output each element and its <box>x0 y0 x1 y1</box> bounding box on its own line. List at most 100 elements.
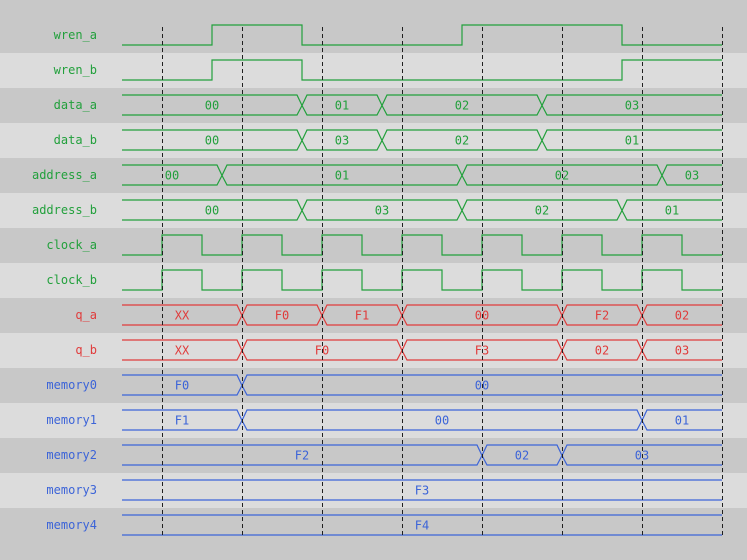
memory4-value: F4 <box>415 519 429 533</box>
data_b-segment-top <box>301 129 383 141</box>
row-background <box>0 193 747 228</box>
address_a-segment-top <box>461 164 663 176</box>
q_a-segment-bottom <box>321 315 403 326</box>
q_b-segment-top <box>561 339 643 351</box>
signal-label: data_b <box>53 133 97 147</box>
row-background <box>0 333 747 368</box>
memory2-value: 02 <box>515 449 529 463</box>
clock_a-wave <box>122 234 722 256</box>
q_b-segment-top <box>641 339 722 351</box>
wren_b-wave <box>122 59 722 81</box>
q_b-segment-top <box>401 339 563 351</box>
signal-label: memory1 <box>46 413 97 427</box>
signal-label: q_b <box>75 343 97 357</box>
address_a-segment-top <box>122 164 223 176</box>
signal-label: q_a <box>75 308 97 322</box>
q_a-value: F2 <box>595 309 609 323</box>
address_b-value: 00 <box>205 204 219 218</box>
data_a-segment-top <box>541 94 722 106</box>
address_a-segment-top <box>661 164 722 176</box>
memory2-segment-top <box>561 444 722 456</box>
memory1-segment-bottom <box>122 420 243 431</box>
address_a-segment-top <box>221 164 463 176</box>
memory1-segment-bottom <box>241 420 643 431</box>
signal-label: data_a <box>53 98 97 112</box>
address_a-segment-bottom <box>661 175 722 186</box>
data_b-segment-top <box>541 129 722 141</box>
q_a-value: 02 <box>675 309 689 323</box>
q_a-segment-bottom <box>241 315 323 326</box>
memory1-value: F1 <box>175 414 189 428</box>
data_b-segment-bottom <box>381 140 543 151</box>
memory0-segment-bottom <box>122 385 243 396</box>
data_a-segment-top <box>122 94 303 106</box>
q_a-value: F1 <box>355 309 369 323</box>
data_b-segment-bottom <box>301 140 383 151</box>
address_a-segment-bottom <box>221 175 463 186</box>
memory1-segment-top <box>241 409 643 421</box>
memory1-segment-bottom <box>641 420 722 431</box>
memory1-segment-top <box>122 409 243 421</box>
row-background <box>0 53 747 88</box>
q_a-segment-top <box>321 304 403 316</box>
row-background <box>0 403 747 438</box>
q_b-value: 02 <box>595 344 609 358</box>
data_b-value: 03 <box>335 134 349 148</box>
data_a-segment-top <box>381 94 543 106</box>
signal-label: address_a <box>31 168 97 182</box>
row-background <box>0 18 747 53</box>
wren_a-wave <box>122 24 722 46</box>
address_b-segment-bottom <box>621 210 722 221</box>
data_a-segment-bottom <box>381 105 543 116</box>
row-background <box>0 438 747 473</box>
memory0-segment-top <box>241 374 722 386</box>
signal-label: memory3 <box>46 483 97 497</box>
address_b-segment-bottom <box>301 210 463 221</box>
row-background <box>0 298 747 333</box>
q_a-segment-bottom <box>641 315 722 326</box>
q_b-segment-top <box>241 339 403 351</box>
memory0-segment-top <box>122 374 243 386</box>
signal-label: wren_a <box>53 28 97 42</box>
data_b-value: 01 <box>625 134 639 148</box>
q_a-value: F0 <box>275 309 289 323</box>
address_a-value: 00 <box>165 169 179 183</box>
data_a-value: 02 <box>455 99 469 113</box>
signal-label: memory2 <box>46 448 97 462</box>
q_a-segment-top <box>122 304 243 316</box>
signal-label: wren_b <box>53 63 97 77</box>
address_b-segment-top <box>621 199 722 211</box>
row-background <box>0 508 747 543</box>
signal-label: memory4 <box>46 518 97 532</box>
data_a-segment-bottom <box>541 105 722 116</box>
address_b-segment-top <box>301 199 463 211</box>
address_b-value: 01 <box>665 204 679 218</box>
signal-label: clock_a <box>46 238 97 252</box>
q_a-segment-bottom <box>561 315 643 326</box>
q_a-segment-top <box>401 304 563 316</box>
address_b-segment-top <box>122 199 303 211</box>
q_b-segment-bottom <box>641 350 722 361</box>
data_b-segment-bottom <box>541 140 722 151</box>
row-background <box>0 123 747 158</box>
address_b-value: 02 <box>535 204 549 218</box>
data_a-value: 01 <box>335 99 349 113</box>
memory2-segment-top <box>122 444 483 456</box>
data_a-segment-bottom <box>301 105 383 116</box>
memory0-value: F0 <box>175 379 189 393</box>
data_b-value: 00 <box>205 134 219 148</box>
signal-label: memory0 <box>46 378 97 392</box>
memory2-value: F2 <box>295 449 309 463</box>
row-background <box>0 263 747 298</box>
memory1-value: 00 <box>435 414 449 428</box>
memory3-value: F3 <box>415 484 429 498</box>
q_b-segment-top <box>122 339 243 351</box>
address_a-value: 01 <box>335 169 349 183</box>
memory2-segment-bottom <box>481 455 563 466</box>
q_b-segment-bottom <box>122 350 243 361</box>
data_a-value: 03 <box>625 99 639 113</box>
memory2-segment-bottom <box>122 455 483 466</box>
memory1-segment-top <box>641 409 722 421</box>
data_b-value: 02 <box>455 134 469 148</box>
address_b-segment-top <box>461 199 623 211</box>
